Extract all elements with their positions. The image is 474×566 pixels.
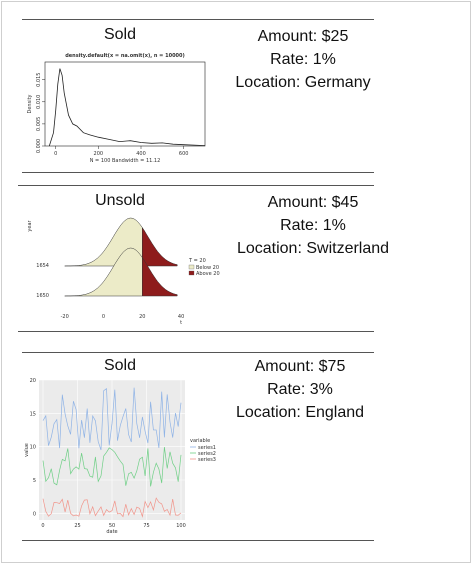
x-tick-label: 200 <box>94 151 104 157</box>
y-tick-label: 15 <box>30 411 36 417</box>
amount-text: Amount: $75 <box>254 358 346 375</box>
item-bottom-rule <box>22 172 374 173</box>
x-tick-label: 50 <box>109 523 115 529</box>
x-tick-label: 0 <box>102 314 105 320</box>
item-info: Amount: $45 Rate: 1% Location: Switzerla… <box>203 191 423 260</box>
y-tick-label: 0 <box>33 511 36 517</box>
legend-label-series2: series2 <box>198 451 216 457</box>
item-info: Amount: $25 Rate: 1% Location: Germany <box>193 25 413 94</box>
x-tick-label: 25 <box>74 523 80 529</box>
y-tick-label: 1654 <box>36 263 49 269</box>
ridge-1650-above <box>142 256 178 297</box>
status-label: Sold <box>103 26 137 43</box>
x-tick-label: 20 <box>139 314 145 320</box>
density-line <box>48 68 206 147</box>
location-text: Location: England <box>235 404 365 421</box>
status-label: Unsold <box>95 192 145 209</box>
x-tick-label: 0 <box>41 523 44 529</box>
location-text: Location: Switzerland <box>236 240 390 257</box>
item-top-rule <box>18 185 374 186</box>
location-text: Location: Germany <box>235 74 371 91</box>
x-tick-label: 75 <box>143 523 149 529</box>
x-tick-label: -20 <box>61 314 69 320</box>
legend-label-above: Above 20 <box>196 271 220 277</box>
legend-swatch-above <box>188 270 195 276</box>
x-axis-label: t <box>180 320 182 326</box>
series-line-series2 <box>42 446 182 487</box>
x-tick-label: 400 <box>136 151 146 157</box>
y-tick-label: 10 <box>30 445 36 451</box>
item-bottom-rule <box>22 540 374 541</box>
status-label: Sold <box>103 357 137 374</box>
y-tick-label: 5 <box>33 478 36 484</box>
y-axis-label: year <box>27 219 33 231</box>
density-chart: density.default(x = na.omit(x), n = 1000… <box>27 53 206 164</box>
rate-text: Rate: 3% <box>267 381 333 398</box>
legend-label-below: Below 20 <box>196 265 219 271</box>
chart-title: density.default(x = na.omit(x), n = 1000… <box>65 53 185 59</box>
y-tick-label: 0.015 <box>36 73 42 87</box>
y-axis-label: value <box>24 443 30 457</box>
rate-text: Rate: 1% <box>270 51 336 68</box>
amount-text: Amount: $25 <box>257 28 349 45</box>
multi-line-chart: 0 25 50 75 10005101520datevaluevariableserie… <box>24 378 216 535</box>
plot-frame <box>44 61 206 147</box>
x-tick-label: 600 <box>179 151 189 157</box>
x-tick-label: 40 <box>178 314 184 320</box>
x-axis-label: N = 100 Bandwidth = 11.12 <box>90 158 161 164</box>
legend-label-series3: series3 <box>198 457 216 463</box>
series-line-series1 <box>42 387 182 451</box>
x-tick-label: 0 <box>54 151 57 157</box>
legend-title: T = 20 <box>188 258 206 264</box>
series-line-series3 <box>42 497 182 518</box>
legend-swatch-below <box>188 264 195 270</box>
item-top-rule <box>22 19 374 20</box>
legend-title: variable <box>190 438 210 444</box>
item-info: Amount: $75 Rate: 3% Location: England <box>190 355 410 424</box>
x-axis-label: date <box>106 529 117 535</box>
ridge-1650-below <box>64 247 143 297</box>
y-tick-label: 0.010 <box>36 95 42 109</box>
y-tick-label: 20 <box>30 378 36 384</box>
rate-text: Rate: 1% <box>280 217 346 234</box>
ridge-1654-above <box>142 226 178 267</box>
y-tick-label: 0.000 <box>36 139 42 153</box>
y-tick-label: 1650 <box>36 293 49 299</box>
item-bottom-rule <box>18 331 374 332</box>
amount-text: Amount: $45 <box>267 194 359 211</box>
y-axis-label: Density <box>27 94 33 113</box>
item-top-rule <box>22 352 374 353</box>
y-tick-label: 0.005 <box>36 117 42 131</box>
x-tick-label: 100 <box>176 523 186 529</box>
legend-label-series1: series1 <box>198 445 216 451</box>
